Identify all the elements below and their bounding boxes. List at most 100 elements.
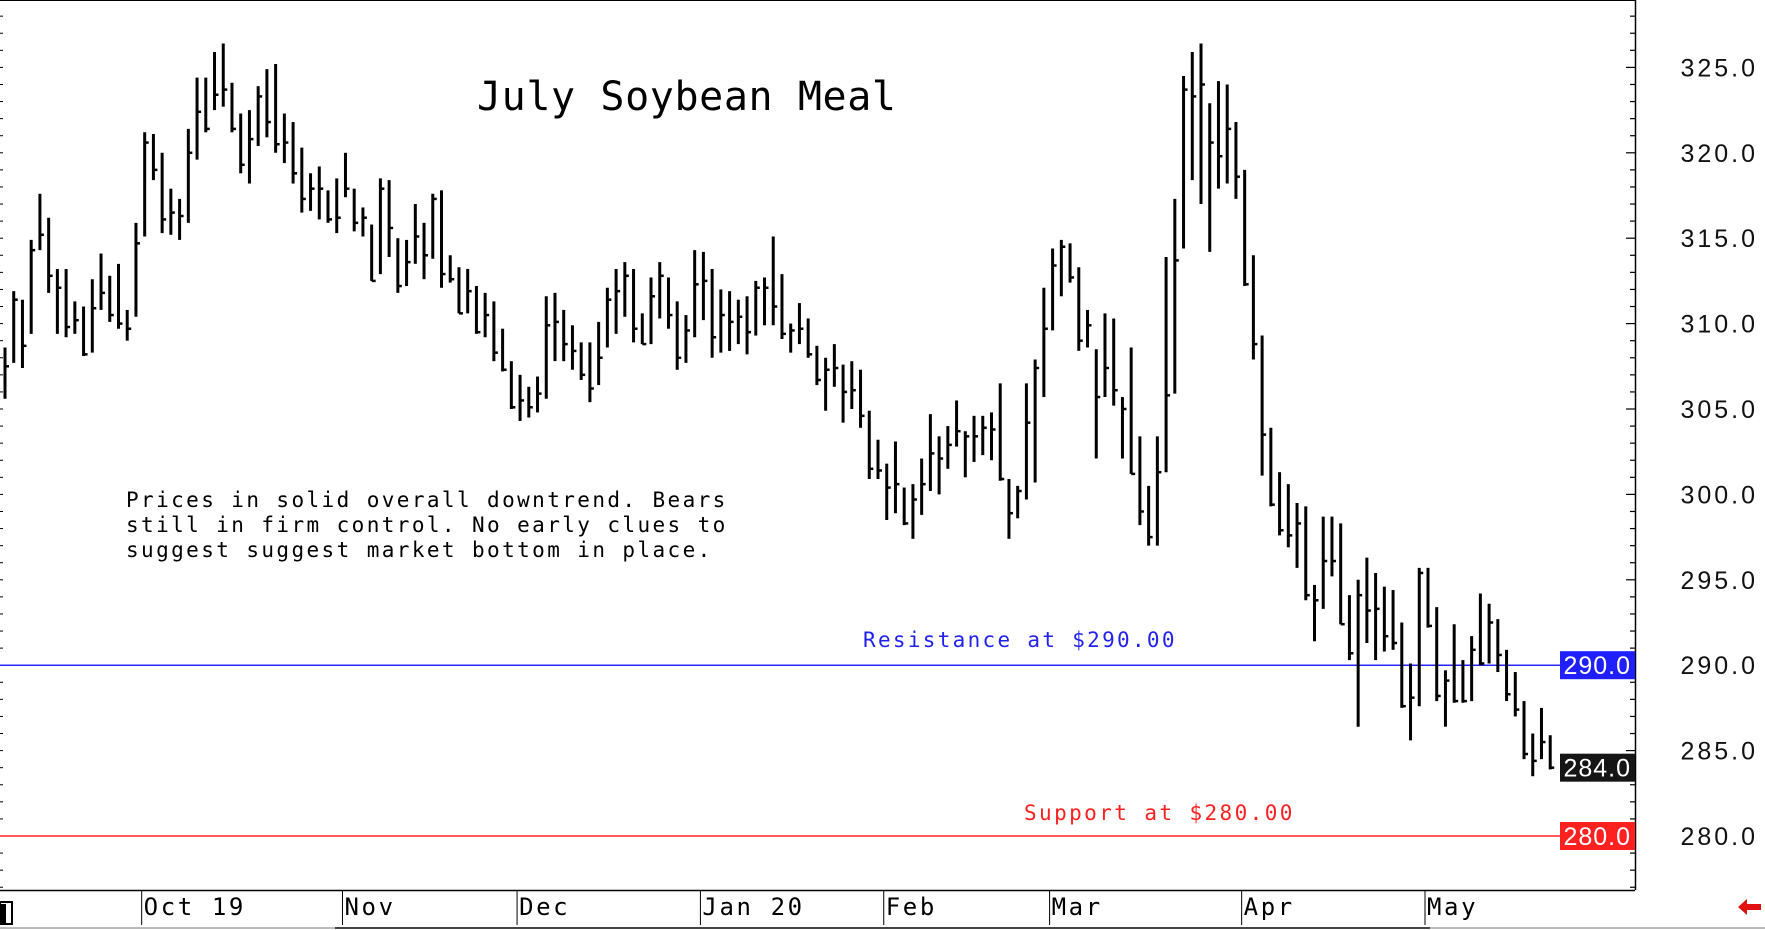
- price-bar: [501, 328, 507, 372]
- price-bar: [1033, 359, 1040, 483]
- price-bar: [108, 275, 114, 322]
- price-bar: [632, 268, 638, 343]
- price-bar: [1409, 663, 1415, 741]
- price-bar: [282, 113, 289, 164]
- price-bar: [370, 224, 376, 283]
- price-bar: [649, 277, 656, 345]
- price-bar: [806, 318, 813, 358]
- price-bar: [1243, 169, 1249, 287]
- price-bar: [570, 325, 577, 370]
- red-left-arrow-icon[interactable]: [1738, 899, 1761, 915]
- month-label: Dec: [519, 893, 570, 921]
- price-bar: [195, 77, 202, 160]
- price-bar: [1365, 557, 1371, 643]
- price-bar: [1007, 479, 1013, 539]
- month-label: May: [1427, 893, 1478, 921]
- y-axis: 325.0 320.0 315.0 310.0 305.0 300.0 295.…: [1680, 54, 1758, 851]
- price-bar: [1094, 349, 1101, 459]
- price-bar: [1138, 436, 1144, 526]
- price-bar: [492, 301, 498, 362]
- price-bar: [1400, 622, 1406, 708]
- price-bar: [160, 152, 167, 234]
- price-bar: [1103, 313, 1109, 398]
- last-price-badge: 284.0: [1560, 753, 1635, 783]
- price-bar: [640, 313, 647, 346]
- price-bar: [3, 347, 9, 399]
- price-bar: [1487, 603, 1494, 664]
- price-bar: [1496, 619, 1502, 673]
- price-bar: [588, 342, 594, 403]
- price-bar: [1417, 567, 1424, 707]
- price-bar: [1024, 383, 1031, 500]
- price-bar: [20, 299, 27, 369]
- y-tick-label: 325.0: [1680, 54, 1758, 82]
- price-bar: [1059, 239, 1066, 297]
- price-bar: [230, 82, 236, 133]
- price-bar: [605, 287, 612, 348]
- price-bar: [274, 63, 280, 153]
- price-bar: [396, 238, 402, 293]
- price-bar: [335, 178, 341, 234]
- price-bar: [509, 361, 516, 409]
- price-bar: [763, 277, 769, 326]
- price-bar: [431, 193, 437, 259]
- price-bar: [422, 222, 429, 280]
- price-bar: [719, 289, 725, 353]
- y-tick-label: 295.0: [1680, 567, 1758, 595]
- price-bar: [1278, 472, 1284, 536]
- price-bar: [946, 426, 952, 469]
- price-bar: [1330, 516, 1336, 577]
- price-bar: [1182, 75, 1188, 249]
- price-bar: [675, 301, 682, 370]
- price-bar: [1155, 436, 1162, 546]
- price-bar: [955, 400, 961, 447]
- price-bar: [1452, 624, 1459, 703]
- price-bar: [1531, 733, 1537, 777]
- month-label: Mar: [1052, 893, 1103, 921]
- price-bar: [963, 431, 970, 478]
- price-bar: [483, 292, 490, 338]
- price-bar: [902, 487, 909, 526]
- price-bar: [859, 369, 865, 428]
- last-price-badge-label: 284.0: [1563, 755, 1631, 783]
- annotation-line: Prices in solid overall downtrend. Bears: [126, 488, 728, 512]
- price-bar: [169, 188, 175, 235]
- price-bar: [684, 315, 690, 363]
- price-bar: [553, 292, 559, 362]
- support-label: Support at $280.00: [1024, 801, 1295, 825]
- month-label: Apr: [1244, 893, 1295, 921]
- price-bar: [981, 415, 987, 456]
- price-bar: [1260, 335, 1267, 476]
- resistance-label: Resistance at $290.00: [863, 628, 1177, 652]
- price-bar: [989, 412, 996, 461]
- price-bar: [920, 458, 926, 515]
- price-bars: [3, 43, 1555, 777]
- resistance-badge-label: 290.0: [1563, 652, 1631, 680]
- price-bar: [1513, 672, 1520, 717]
- price-bar: [1548, 735, 1555, 770]
- price-bar: [1112, 318, 1118, 406]
- price-bar: [1539, 707, 1546, 760]
- y-tick-label: 320.0: [1680, 140, 1758, 168]
- price-bar: [928, 414, 935, 491]
- price-bar: [178, 198, 184, 240]
- price-bar: [1051, 248, 1057, 331]
- price-bar: [300, 147, 306, 213]
- price-bar: [1129, 347, 1136, 476]
- price-bar: [143, 132, 149, 237]
- price-bar: [457, 267, 463, 315]
- price-bar: [666, 277, 673, 329]
- price-bar: [998, 383, 1005, 481]
- price-bar: [1470, 636, 1476, 702]
- price-bar: [1068, 243, 1075, 283]
- price-bar: [1295, 502, 1302, 568]
- price-bar: [47, 217, 53, 293]
- price-bar: [1016, 485, 1022, 519]
- price-bar: [317, 166, 324, 220]
- price-bar: [1190, 52, 1197, 181]
- resistance-price-badge: 290.0: [1560, 651, 1635, 680]
- support-price-badge: 280.0: [1560, 822, 1635, 851]
- price-bar: [1077, 267, 1083, 351]
- price-bar: [186, 128, 193, 223]
- price-bar: [1522, 701, 1529, 760]
